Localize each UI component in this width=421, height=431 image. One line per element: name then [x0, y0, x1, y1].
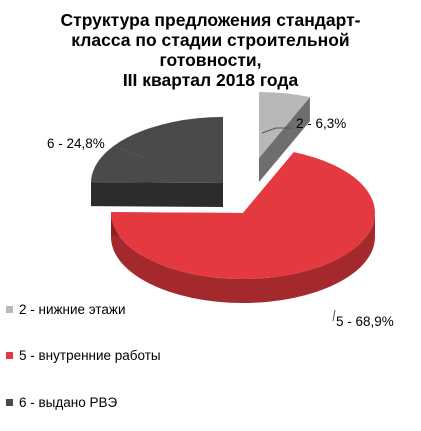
- pie-slice-interior-works: [110, 152, 376, 279]
- chart-title-line-3: готовности,: [159, 50, 262, 70]
- data-label-ground-floors: 2 - 6,3%: [296, 116, 346, 131]
- data-label-layer: 2 - 6,3% 5 - 68,9% 6 - 24,8%: [47, 116, 394, 329]
- chart-title-line-4: III квартал 2018 года: [122, 70, 299, 90]
- data-label-interior-works: 5 - 68,9%: [336, 314, 394, 329]
- legend-swatch-ground-floors: [6, 306, 13, 313]
- chart-title-line-2: класса по стадии строительной: [71, 30, 350, 50]
- leader-line-ground-floors: [261, 127, 292, 134]
- legend-label-permit-issued: 6 - выдано РВЭ: [19, 395, 118, 410]
- legend-swatch-interior-works: [6, 352, 13, 359]
- pie-slice-ground-floors: [259, 92, 310, 158]
- data-label-permit-issued: 6 - 24,8%: [47, 136, 105, 151]
- pie-side-interior-works: [111, 213, 375, 303]
- legend-item-ground-floors: 2 - нижние этажи: [6, 302, 126, 318]
- legend-item-permit-issued: 6 - выдано РВЭ: [6, 395, 117, 411]
- legend-label-ground-floors: 2 - нижние этажи: [19, 302, 126, 317]
- legend-swatch-permit-issued: [6, 399, 13, 406]
- chart-title: Структура предложения стандарт- класса п…: [0, 10, 421, 90]
- pie-edge-permit-issued-0: [91, 182, 223, 207]
- leader-line-interior-works: [332, 309, 336, 322]
- pie-edge-ground-floors-1: [259, 97, 310, 182]
- leader-line-permit-issued: [119, 147, 146, 159]
- legend-item-interior-works: 5 - внутренние работы: [6, 348, 161, 364]
- pie-top-layer: [91, 92, 376, 279]
- legend-label-interior-works: 5 - внутренние работы: [19, 348, 161, 363]
- chart-title-line-1: Структура предложения стандарт-: [60, 10, 361, 30]
- pie-slice-permit-issued: [91, 117, 223, 183]
